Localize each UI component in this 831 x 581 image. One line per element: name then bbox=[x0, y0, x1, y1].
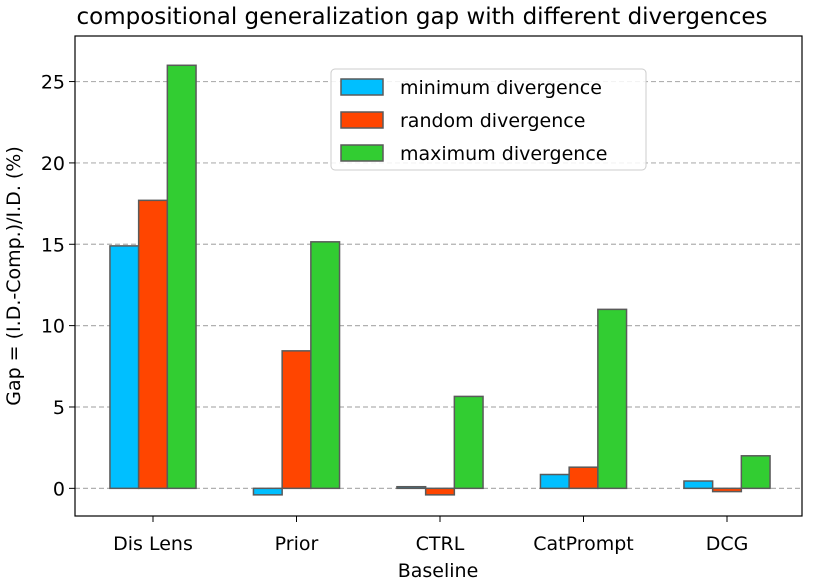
y-tick-label: 25 bbox=[41, 72, 65, 94]
legend-swatch-maximum bbox=[340, 144, 384, 162]
legend-box bbox=[330, 68, 647, 171]
legend-swatch-random bbox=[340, 111, 384, 129]
bar-dcg-minimum bbox=[683, 480, 714, 490]
chart-title: compositional generalization gap with di… bbox=[77, 4, 768, 30]
x-axis: Dis Lens Prior CTRL CatPrompt DCG bbox=[113, 516, 748, 555]
legend-label-maximum: maximum divergence bbox=[400, 143, 607, 165]
bar-prior-minimum bbox=[252, 487, 283, 496]
legend: minimum divergence random divergence max… bbox=[330, 68, 647, 171]
bar-catprompt-minimum bbox=[539, 473, 570, 490]
bar-ctrl-minimum bbox=[396, 485, 427, 490]
bar-prior-maximum bbox=[310, 241, 341, 490]
legend-label-random: random divergence bbox=[400, 110, 585, 132]
y-axis: 0 5 10 15 20 25 bbox=[41, 72, 75, 500]
x-tick-label: Dis Lens bbox=[113, 533, 193, 555]
bar-dis-lens-random bbox=[137, 199, 169, 490]
bar-dis-lens-minimum bbox=[109, 245, 140, 490]
legend-label-minimum: minimum divergence bbox=[400, 77, 602, 99]
y-tick-label: 5 bbox=[53, 397, 65, 419]
bars bbox=[109, 64, 771, 496]
bar-catprompt-maximum bbox=[597, 308, 628, 490]
y-tick-label: 15 bbox=[41, 234, 65, 256]
y-tick-label: 0 bbox=[53, 478, 65, 500]
x-tick-label: Prior bbox=[275, 533, 319, 555]
bar-dcg-random bbox=[711, 487, 743, 493]
plot-frame bbox=[74, 35, 803, 517]
y-tick-label: 20 bbox=[41, 153, 65, 175]
x-tick-label: CTRL bbox=[416, 533, 465, 555]
bar-ctrl-maximum bbox=[453, 395, 484, 490]
x-tick-label: CatPrompt bbox=[533, 533, 634, 555]
y-tick-label: 10 bbox=[41, 316, 65, 338]
x-tick-label: DCG bbox=[706, 533, 749, 555]
bar-ctrl-random bbox=[424, 487, 456, 496]
bar-catprompt-random bbox=[568, 466, 599, 490]
bar-dis-lens-maximum bbox=[166, 64, 197, 490]
legend-swatch-minimum bbox=[340, 78, 384, 96]
bar-dcg-maximum bbox=[740, 455, 771, 490]
bar-prior-random bbox=[281, 350, 312, 490]
x-axis-label: Baseline bbox=[398, 560, 479, 581]
y-axis-label: Gap = (I.D.-Comp.)/I.D. (%) bbox=[3, 146, 25, 406]
